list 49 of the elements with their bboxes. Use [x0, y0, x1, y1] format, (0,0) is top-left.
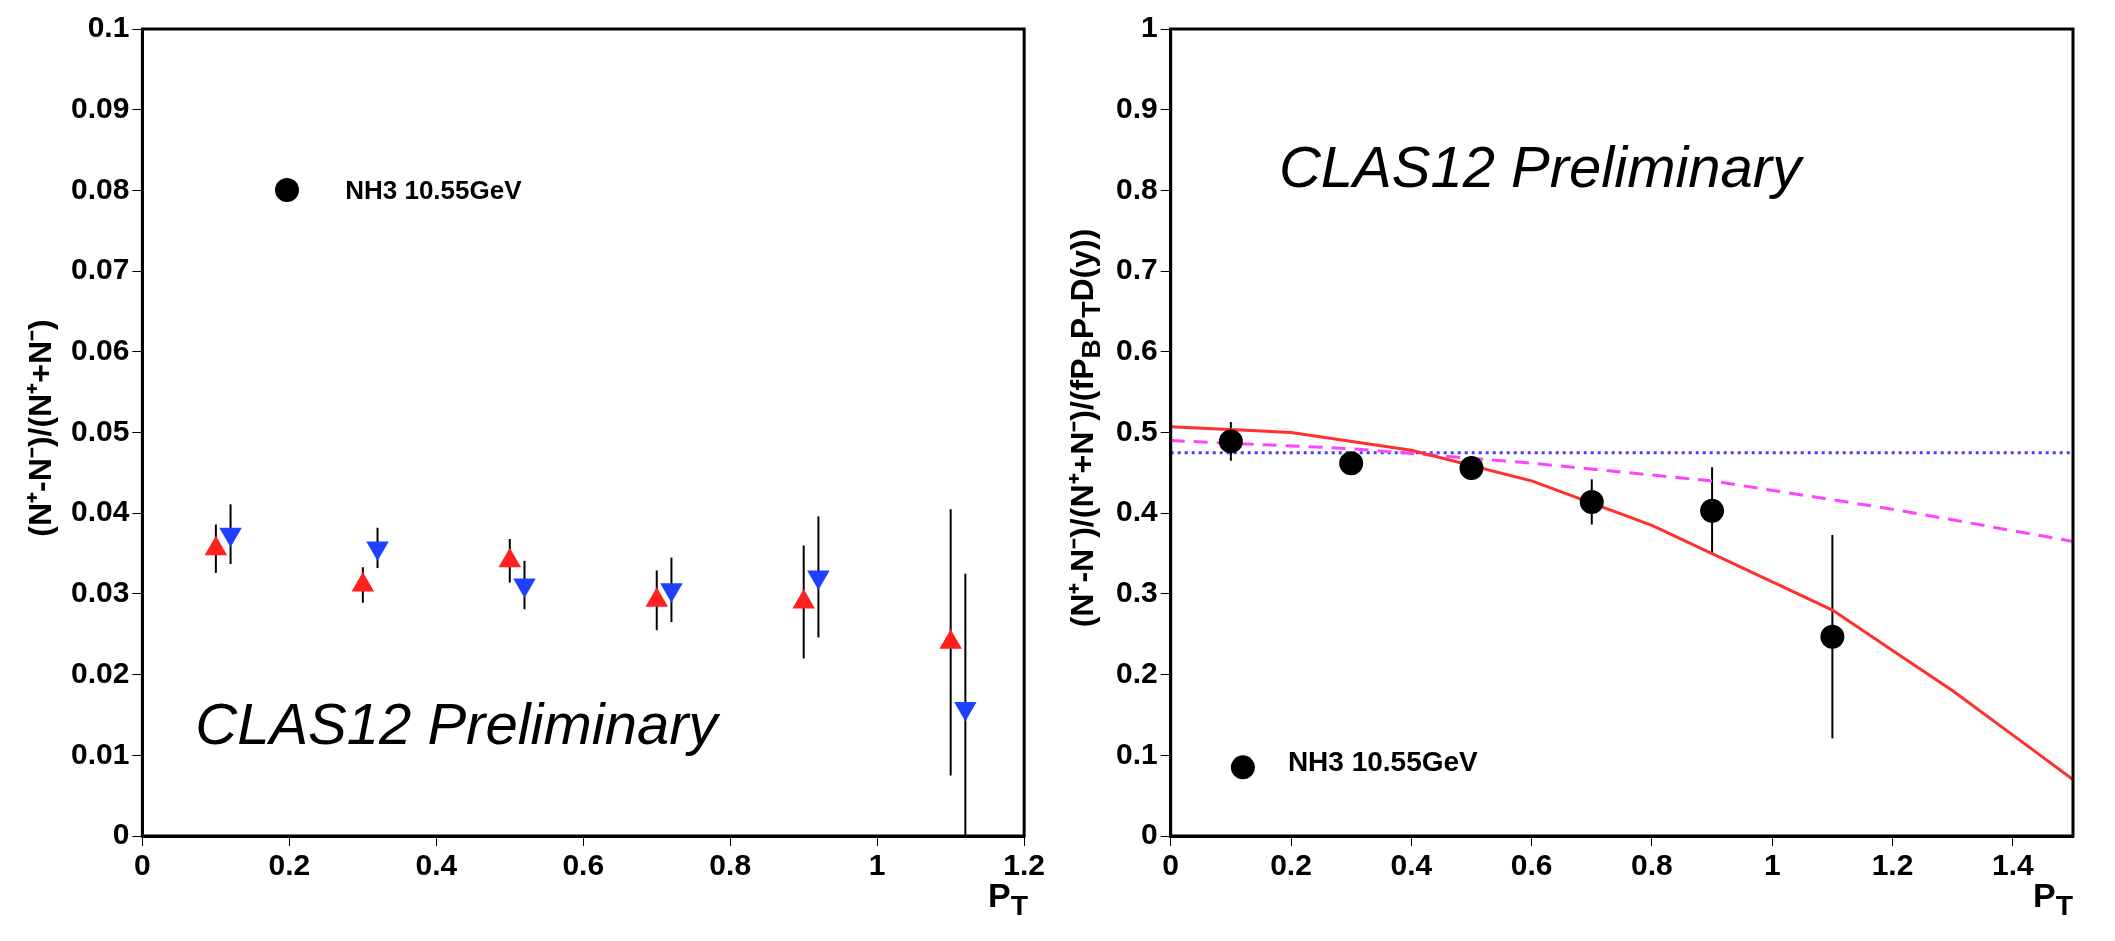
y-tick-label: 0.4 [1115, 494, 1158, 528]
y-tick-label: 0 [112, 817, 130, 851]
y-tick-label: 0.05 [71, 413, 130, 447]
x-tick-label: 1.2 [1871, 848, 1914, 882]
y-tick-label: 0.09 [71, 90, 130, 124]
x-tick-label: 0.8 [709, 848, 752, 882]
x-tick-label: 0.4 [415, 848, 458, 882]
y-tick-label: 0.9 [1115, 90, 1158, 124]
y-tick-label: 0.7 [1115, 252, 1158, 286]
x-tick-label: 0 [1162, 848, 1180, 882]
y-tick-label: 0.6 [1115, 333, 1158, 367]
y-tick-label: 0.5 [1115, 413, 1158, 447]
x-axis-title: P$_{T}$ [2033, 876, 2073, 922]
y-tick-label: 0.1 [87, 10, 130, 44]
x-tick-label: 0.6 [562, 848, 605, 882]
y-tick-label: 0.01 [71, 736, 130, 770]
x-tick-label: 0 [134, 848, 151, 882]
y-tick-label: 0.3 [1115, 575, 1158, 609]
annotation: NH3 10.55GeV [345, 174, 522, 206]
x-tick-label: 1.4 [1991, 848, 2035, 882]
y-tick-label: 0.07 [71, 252, 130, 286]
point [1339, 451, 1364, 476]
x-tick-label: 0.4 [1390, 848, 1433, 882]
y-tick-label: 0.04 [71, 494, 130, 528]
x-tick-label: 0.2 [1270, 848, 1312, 882]
y-tick-label: 1 [1141, 10, 1158, 44]
line-series [1170, 439, 2073, 543]
x-tick-label: 0.8 [1631, 848, 1673, 882]
point [1579, 489, 1604, 514]
x-tick-label: 0.6 [1510, 848, 1553, 882]
y-tick-label: 0.8 [1115, 171, 1158, 205]
y-tick-label: 0 [1141, 817, 1158, 851]
y-axis-title: (N⁺-N⁻)/(N⁺+N⁻) [20, 319, 59, 537]
y-tick-label: 0.1 [1115, 736, 1158, 770]
y-tick-label: 0.06 [71, 333, 130, 367]
point [1459, 456, 1484, 481]
annotation: CLAS12 Preliminary [195, 689, 718, 757]
y-tick-label: 0.02 [71, 655, 130, 689]
y-tick-label: 0.08 [71, 171, 130, 205]
y-tick-label: 0.03 [71, 575, 130, 609]
point [1820, 624, 1845, 649]
point [1218, 429, 1243, 454]
legend-label: NH3 10.55GeV [1287, 746, 1479, 778]
x-tick-label: 1 [868, 848, 886, 882]
annotation: CLAS12 Preliminary [1278, 132, 1802, 200]
point [1700, 498, 1725, 523]
y-tick-label: 0.2 [1115, 655, 1158, 689]
x-tick-label: 0.2 [268, 848, 311, 882]
x-tick-label: 1 [1763, 848, 1781, 882]
